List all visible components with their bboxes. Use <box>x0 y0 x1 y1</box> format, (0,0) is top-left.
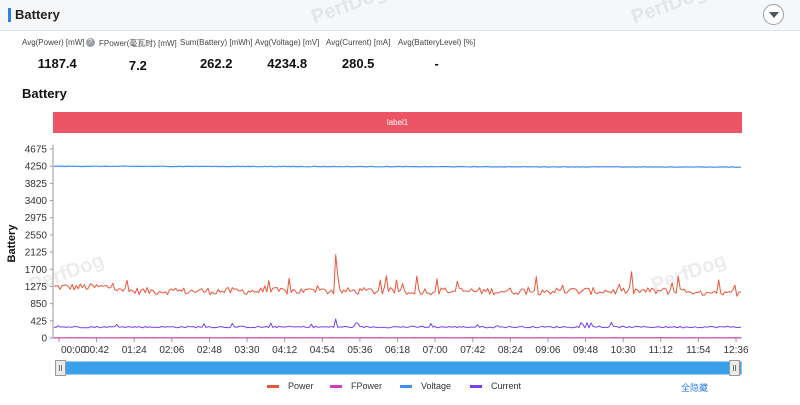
slider-handle-right[interactable] <box>729 360 740 376</box>
battery-line-chart[interactable]: 0 425 850 1275 1700 2125 2550 2975 3400 3825 4250 4… <box>0 140 800 365</box>
x-tick-label: 01:24 <box>122 345 147 356</box>
x-tick-label: 03:30 <box>235 345 260 356</box>
legend-label: Power <box>288 381 314 391</box>
stat-sum-battery: Sum(Battery) [mWh] 262.2 <box>180 38 252 71</box>
stat-value: 4234.8 <box>267 56 308 71</box>
stat-avg-current: Avg(Current) [mA] 280.5 <box>326 38 390 71</box>
x-tick-label: 04:12 <box>272 345 297 356</box>
legend-item-fpower[interactable]: FPower <box>330 381 382 391</box>
y-tick-label: 2125 <box>25 248 48 259</box>
y-tick-label: 425 <box>30 316 47 327</box>
stat-value: 7.2 <box>128 58 147 73</box>
y-tick-label: 1700 <box>25 265 48 276</box>
x-tick-label: 08:24 <box>498 345 523 356</box>
x-tick-label: 11:12 <box>649 345 674 356</box>
stat-value: 262.2 <box>199 56 233 71</box>
stat-avg-battery-level: Avg(BatteryLevel) [%] - <box>398 38 475 71</box>
label-bar-text: label1 <box>386 118 409 127</box>
label-bar[interactable]: label1 <box>53 112 742 133</box>
legend-swatch <box>400 384 412 388</box>
stat-label: Avg(Voltage) [mV] <box>255 38 320 47</box>
x-tick-label: 11:54 <box>686 345 711 356</box>
stat-label: FPower(毫瓦时) [mW] <box>99 39 177 48</box>
collapse-button[interactable] <box>763 4 784 25</box>
legend-label: Voltage <box>421 381 452 391</box>
x-tick-label: 07:00 <box>423 345 448 356</box>
legend-item-voltage[interactable]: Voltage <box>400 381 451 391</box>
x-tick-label: 10:30 <box>611 345 636 356</box>
help-icon[interactable]: ? <box>85 38 95 48</box>
stat-value: - <box>434 56 439 71</box>
chart-section-title: Battery <box>22 86 67 101</box>
stat-value: 280.5 <box>341 56 375 71</box>
y-tick-label: 3825 <box>25 179 48 190</box>
time-range-slider[interactable] <box>55 361 742 375</box>
legend-swatch <box>470 384 482 388</box>
chevron-down-icon <box>769 12 779 18</box>
stat-label: Avg(Current) [mA] <box>326 38 391 47</box>
legend-item-power[interactable]: Power <box>267 381 314 391</box>
header-accent-bar <box>8 8 11 22</box>
x-tick-label: 02:48 <box>197 345 222 356</box>
legend-item-current[interactable]: Current <box>470 381 521 391</box>
stat-value: 1187.4 <box>37 56 77 72</box>
y-axis-label: Battery <box>6 224 18 263</box>
stat-label: Avg(BatteryLevel) [%] <box>398 38 476 47</box>
stat-label: Sum(Battery) [mWh] <box>180 38 253 47</box>
panel-title: Battery <box>15 7 60 22</box>
series-line-current <box>53 318 742 329</box>
panel-header: Battery <box>0 0 800 31</box>
y-tick-label: 4250 <box>25 162 48 173</box>
series-line-power <box>53 254 742 297</box>
y-tick-label: 2975 <box>25 213 48 224</box>
x-tick-label: 12:36 <box>723 345 748 356</box>
stat-avg-voltage: Avg(Voltage) [mV] 4234.8 <box>255 38 319 71</box>
x-tick-label: 07:42 <box>460 345 485 356</box>
x-tick-label: 00:42 <box>84 345 109 356</box>
y-tick-label: 4675 <box>25 145 48 156</box>
x-tick-label: 09:48 <box>573 345 598 356</box>
slider-handle-left[interactable] <box>55 360 66 376</box>
y-tick-label: 850 <box>30 299 47 310</box>
y-tick-label: 1275 <box>25 282 48 293</box>
series-line-voltage <box>53 165 742 168</box>
legend-label: FPower <box>351 381 383 391</box>
y-tick-label: 0 <box>41 334 47 345</box>
stat-avg-power: Avg(Power) [mW]? 1187.4 <box>22 38 95 71</box>
x-tick-label: 00:00 <box>61 345 86 356</box>
x-tick-label: 05:36 <box>347 345 372 356</box>
x-tick-label: 02:06 <box>159 345 184 356</box>
stat-label: Avg(Power) [mW] <box>22 38 85 47</box>
y-tick-label: 3400 <box>25 196 48 207</box>
hide-all-toggle[interactable]: 全隐藏 <box>681 383 709 393</box>
x-tick-label: 09:06 <box>535 345 560 356</box>
x-tick-label: 04:54 <box>310 345 335 356</box>
y-tick-label: 2550 <box>25 230 48 241</box>
legend-label: Current <box>491 381 522 391</box>
x-tick-label: 06:18 <box>385 345 410 356</box>
legend-swatch <box>330 384 342 388</box>
legend-swatch <box>267 384 279 388</box>
stat-fpower: FPower(毫瓦时) [mW] 7.2 <box>99 38 177 73</box>
